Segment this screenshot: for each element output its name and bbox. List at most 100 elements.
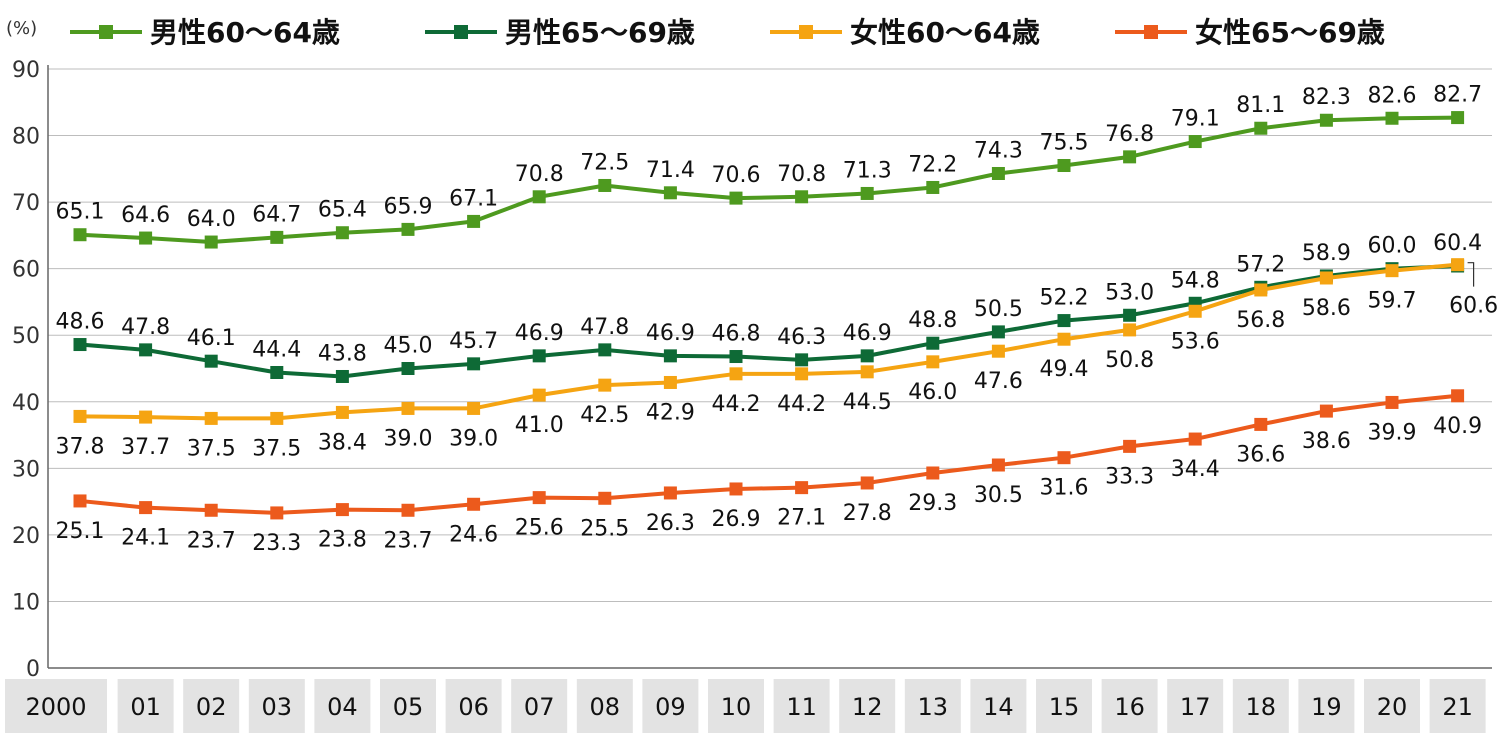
data-label: 23.7	[187, 528, 236, 553]
y-tick-label: 20	[12, 524, 40, 549]
data-label: 37.7	[121, 435, 170, 460]
data-label: 58.9	[1302, 241, 1351, 266]
data-point	[467, 401, 481, 415]
x-tick-label: 08	[590, 693, 621, 721]
x-axis: 2000 01 02 03 04 05 06 07 08 09 10 11 12 13 14 15 16 17 18…	[5, 667, 1492, 733]
data-point	[401, 222, 415, 236]
data-label: 44.2	[777, 392, 826, 417]
data-label: 39.9	[1368, 420, 1417, 445]
data-label: 50.8	[1105, 348, 1154, 373]
data-point	[926, 336, 940, 350]
data-point	[467, 214, 481, 228]
data-point	[401, 362, 415, 375]
data-point	[1057, 451, 1071, 465]
x-category-box	[839, 679, 896, 733]
x-category-box	[314, 679, 371, 733]
data-label: 46.8	[712, 322, 761, 347]
data-label: 46.3	[777, 325, 826, 350]
data-label: 60.6	[1449, 294, 1498, 319]
legend-marker	[799, 25, 813, 39]
data-point	[335, 405, 349, 419]
data-point	[598, 491, 612, 505]
data-point	[204, 503, 218, 517]
data-point	[1385, 395, 1399, 409]
data-point	[335, 369, 349, 383]
data-point	[1254, 283, 1268, 297]
data-label: 46.1	[187, 326, 236, 351]
data-point	[729, 367, 743, 381]
data-point	[1057, 332, 1071, 346]
data-label: 27.1	[777, 506, 826, 531]
data-point	[1123, 439, 1137, 453]
data-label: 42.9	[646, 400, 695, 425]
data-label: 47.8	[121, 315, 170, 340]
data-point	[270, 230, 284, 244]
data-label: 60.4	[1433, 231, 1482, 256]
data-point	[860, 365, 874, 379]
data-point	[204, 354, 218, 368]
y-tick-label: 60	[12, 258, 40, 283]
y-tick-label: 90	[12, 58, 40, 83]
data-point	[926, 466, 940, 480]
data-label: 53.0	[1105, 280, 1154, 305]
data-point	[1451, 258, 1465, 272]
data-label: 70.8	[515, 162, 564, 187]
data-label: 23.8	[318, 528, 367, 553]
data-point	[663, 486, 677, 500]
data-point	[532, 349, 546, 363]
x-tick-label: 16	[1114, 693, 1145, 721]
x-tick-label: 07	[524, 693, 555, 721]
data-point	[729, 191, 743, 205]
y-tick-label: 10	[12, 590, 40, 615]
x-category-box	[708, 679, 764, 733]
data-label: 50.5	[974, 297, 1023, 322]
data-point	[795, 481, 809, 495]
data-label: 54.8	[1171, 268, 1220, 293]
x-tick-label: 20	[1377, 693, 1408, 721]
data-point	[598, 343, 612, 357]
data-point	[204, 235, 218, 249]
data-label: 82.7	[1433, 83, 1482, 108]
data-label: 46.9	[515, 321, 564, 346]
x-category-box	[970, 679, 1027, 733]
data-point	[139, 410, 153, 424]
x-category-box	[1036, 679, 1092, 733]
data-point	[73, 494, 87, 508]
data-label: 53.6	[1171, 329, 1220, 354]
legend-label: 女性60～64歳	[850, 16, 1040, 49]
data-point	[270, 506, 284, 520]
data-point	[795, 190, 809, 204]
data-point	[991, 344, 1005, 358]
x-category-box	[1364, 679, 1420, 733]
data-point	[204, 411, 218, 425]
callout-leader-line	[1467, 262, 1475, 287]
x-category-box	[1429, 679, 1486, 733]
data-point	[270, 365, 284, 379]
data-label: 23.7	[384, 528, 433, 553]
data-label: 24.6	[449, 522, 498, 547]
legend-marker	[99, 25, 113, 39]
data-point	[401, 503, 415, 517]
data-label: 38.6	[1302, 429, 1351, 454]
y-axis: 0 10 20 30 40 50 60 70 80 90	[12, 58, 49, 682]
x-category-box	[5, 679, 107, 733]
data-label: 72.2	[908, 152, 957, 177]
x-category-box	[904, 679, 961, 733]
data-label: 45.7	[449, 329, 498, 354]
data-label: 37.5	[187, 436, 236, 461]
data-point	[467, 497, 481, 511]
legend-marker	[1144, 25, 1158, 39]
x-tick-label: 17	[1180, 693, 1211, 721]
data-point	[860, 476, 874, 490]
data-label: 81.1	[1236, 93, 1285, 118]
data-point	[991, 458, 1005, 472]
y-tick-label: 30	[12, 457, 40, 482]
data-point	[926, 355, 940, 369]
data-point	[335, 226, 349, 240]
data-label: 65.4	[318, 198, 367, 223]
x-tick-label: 15	[1049, 693, 1080, 721]
x-tick-label: 2000	[25, 693, 86, 721]
legend-label: 女性65～69歳	[1195, 16, 1385, 49]
data-label: 25.6	[515, 516, 564, 541]
data-label: 46.9	[843, 321, 892, 346]
